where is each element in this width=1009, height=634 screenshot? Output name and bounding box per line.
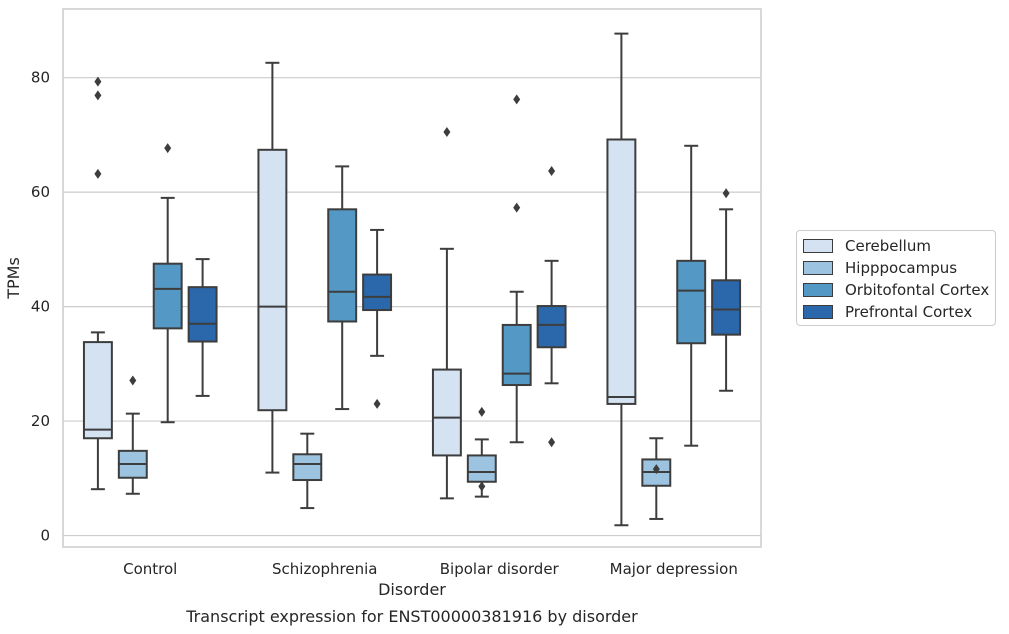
box-cerebellum-bipolar-disorder — [431, 127, 462, 500]
box-cerebellum-schizophrenia — [257, 61, 288, 474]
box-hipppocampus-schizophrenia — [292, 432, 323, 510]
box-iqr — [292, 453, 323, 482]
box-iqr — [711, 279, 742, 336]
box-iqr — [362, 273, 393, 312]
box-orbitofontal-cortex-schizophrenia — [327, 165, 358, 411]
outlier-point — [722, 188, 730, 199]
box-iqr — [676, 259, 707, 345]
y-tick-label: 80 — [31, 69, 50, 87]
outlier-point — [652, 464, 660, 475]
legend-swatch-hippocampus — [803, 261, 833, 275]
legend-swatch-prefrontal — [803, 305, 833, 319]
legend-label-orbitofrontal: Orbitofontal Cortex — [845, 281, 990, 299]
x-tick-label-control: Control — [123, 560, 177, 578]
outlier-point — [443, 127, 451, 138]
legend-item-prefrontal: Prefrontal Cortex — [803, 302, 972, 322]
box-hipppocampus-control — [117, 375, 148, 495]
outlier-point — [373, 398, 381, 409]
legend-item-orbitofrontal: Orbitofontal Cortex — [803, 280, 989, 300]
legend-swatch-orbitofrontal — [803, 283, 833, 297]
box-iqr — [187, 286, 218, 343]
y-axis-label: TPMs — [4, 257, 23, 300]
box-prefrontal-cortex-control — [187, 258, 218, 397]
box-prefrontal-cortex-schizophrenia — [362, 228, 393, 409]
outlier-point — [513, 202, 521, 213]
box-iqr — [466, 454, 497, 483]
box-iqr — [606, 138, 637, 405]
box-orbitofontal-cortex-bipolar-disorder — [501, 94, 532, 444]
legend: Cerebellum Hipppocampus Orbitofontal Cor… — [796, 230, 996, 326]
x-tick-label-bipolar-disorder: Bipolar disorder — [440, 560, 560, 578]
x-axis-label: Disorder — [378, 580, 446, 599]
box-hipppocampus-bipolar-disorder — [466, 406, 497, 498]
box-hipppocampus-major-depression — [641, 437, 672, 520]
outlier-point — [94, 76, 102, 87]
box-iqr — [152, 262, 183, 330]
box-iqr — [257, 148, 288, 412]
box-orbitofontal-cortex-major-depression — [676, 144, 707, 447]
box-orbitofontal-cortex-control — [152, 143, 183, 424]
outlier-point — [129, 375, 137, 386]
box-cerebellum-major-depression — [606, 32, 637, 527]
legend-item-cerebellum: Cerebellum — [803, 236, 931, 256]
plot-frame — [62, 8, 762, 548]
box-iqr — [82, 341, 113, 440]
box-prefrontal-cortex-major-depression — [711, 188, 742, 392]
outlier-point — [94, 168, 102, 179]
outlier-point — [478, 481, 486, 492]
y-tick-label: 60 — [31, 183, 50, 201]
box-cerebellum-control — [82, 76, 113, 491]
y-tick-label: 40 — [31, 298, 50, 316]
x-tick-labels: Control Schizophrenia Bipolar disorder Majo… — [123, 560, 738, 578]
legend-swatch-cerebellum — [803, 239, 833, 253]
x-tick-label-schizophrenia: Schizophrenia — [272, 560, 377, 578]
box-iqr — [327, 208, 358, 323]
x-tick-label-major-depression: Major depression — [610, 560, 738, 578]
outlier-point — [548, 165, 556, 176]
legend-item-hippocampus: Hipppocampus — [803, 258, 957, 278]
outlier-point — [478, 406, 486, 417]
box-prefrontal-cortex-bipolar-disorder — [536, 165, 567, 448]
legend-label-prefrontal: Prefrontal Cortex — [845, 303, 973, 321]
chart-title: Transcript expression for ENST0000038191… — [185, 607, 638, 626]
legend-label-hippocampus: Hipppocampus — [845, 259, 958, 277]
outlier-point — [548, 437, 556, 448]
outlier-point — [94, 90, 102, 101]
y-tick-labels: 0 20 40 60 80 — [31, 69, 50, 545]
box-plot-series — [82, 32, 742, 527]
outlier-point — [513, 94, 521, 105]
outlier-point — [164, 143, 172, 154]
box-iqr — [431, 368, 462, 457]
box-iqr — [501, 323, 532, 387]
legend-label-cerebellum: Cerebellum — [845, 237, 931, 255]
box-iqr — [536, 305, 567, 349]
y-tick-label: 20 — [31, 412, 50, 430]
y-tick-label: 0 — [40, 527, 50, 545]
